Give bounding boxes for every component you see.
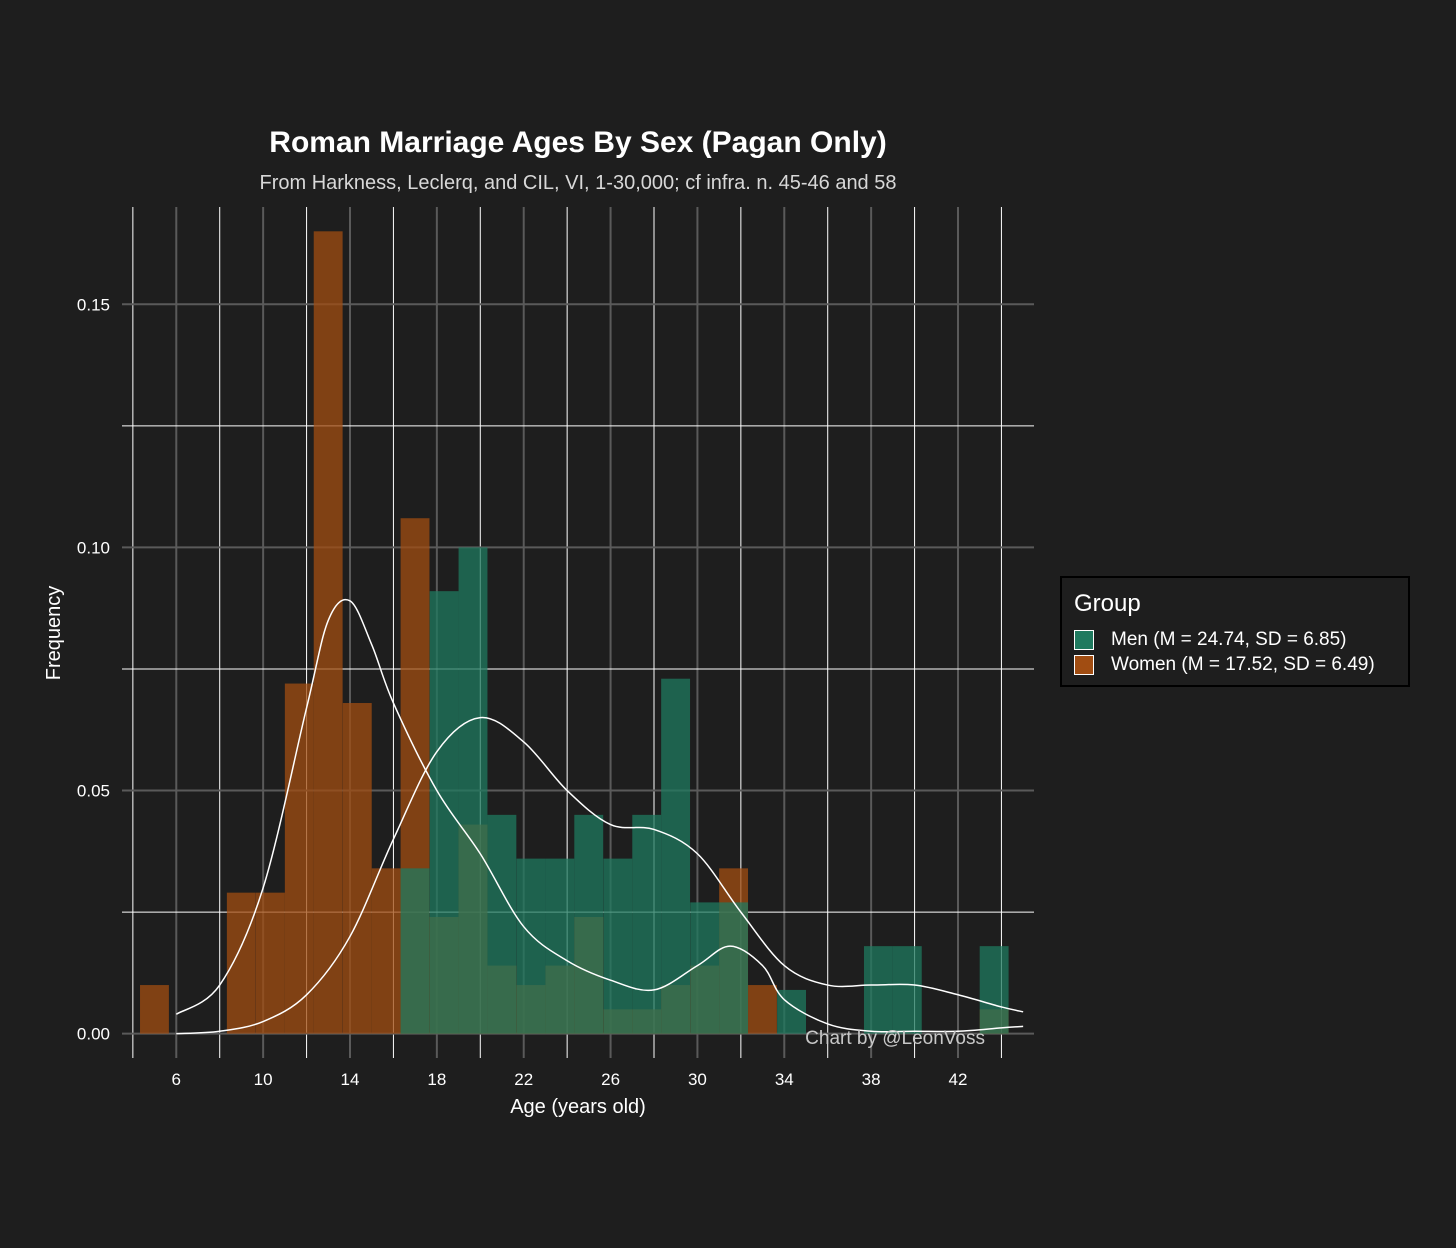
bar-men [516,858,546,1034]
legend-swatch-men [1074,629,1094,650]
x-tick-label: 22 [514,1070,533,1089]
axis-ticks: 6 10 14 18 22 26 30 34 38 42 0.00 0.05 0.10 0.15 [77,295,968,1089]
chart-caption: Chart by @LeonVoss [805,1028,985,1049]
y-axis-label: Frequency [43,586,65,681]
legend-entry-women: Women (M = 17.52, SD = 6.49) [1074,652,1396,677]
bar-women [255,892,285,1034]
histogram-bars [140,231,1009,1034]
bar-men [603,858,633,1034]
bar-women [313,231,343,1034]
y-tick-label: 0.15 [77,295,110,314]
legend-swatch-women [1074,654,1094,675]
legend-label-men: Men (M = 24.74, SD = 6.85) [1111,628,1347,650]
x-tick-label: 10 [254,1070,273,1089]
bar-men [892,946,922,1034]
bar-men [574,814,604,1034]
x-tick-label: 42 [949,1070,968,1089]
y-tick-label: 0.10 [77,538,110,557]
legend: Group Men (M = 24.74, SD = 6.85) Women (… [1060,576,1410,687]
x-tick-label: 38 [862,1070,881,1089]
density-curve-men [176,716,1024,1035]
x-axis-label: Age (years old) [510,1096,646,1118]
legend-label-women: Women (M = 17.52, SD = 6.49) [1111,653,1375,675]
bar-men [400,868,430,1034]
bar-men [661,678,691,1034]
bar-women [140,985,169,1034]
bar-men [863,946,893,1034]
bar-men [487,814,517,1034]
legend-entry-men: Men (M = 24.74, SD = 6.85) [1074,627,1396,652]
density-curve-women [175,598,1024,1033]
x-tick-label: 14 [341,1070,360,1089]
legend-title: Group [1074,590,1141,617]
y-tick-label: 0.00 [77,1025,110,1044]
density-curves [175,598,1024,1035]
bar-men [632,814,662,1034]
chart-title: Roman Marriage Ages By Sex (Pagan Only) [269,126,886,159]
bar-men [690,902,720,1034]
x-tick-label: 34 [775,1070,794,1089]
bar-men [545,858,575,1034]
bar-women [371,868,401,1034]
chart-subtitle: From Harkness, Leclerq, and CIL, VI, 1-3… [259,172,896,194]
x-tick-label: 30 [688,1070,707,1089]
bar-men [429,591,459,1034]
x-tick-label: 6 [172,1070,181,1089]
bar-men [458,547,488,1034]
bar-men [979,946,1009,1034]
bar-women [342,703,372,1034]
bar-women [748,985,777,1034]
x-tick-label: 18 [427,1070,446,1089]
x-tick-label: 26 [601,1070,620,1089]
bar-men [719,902,749,1034]
bar-women [226,892,256,1034]
y-tick-label: 0.05 [77,782,110,801]
